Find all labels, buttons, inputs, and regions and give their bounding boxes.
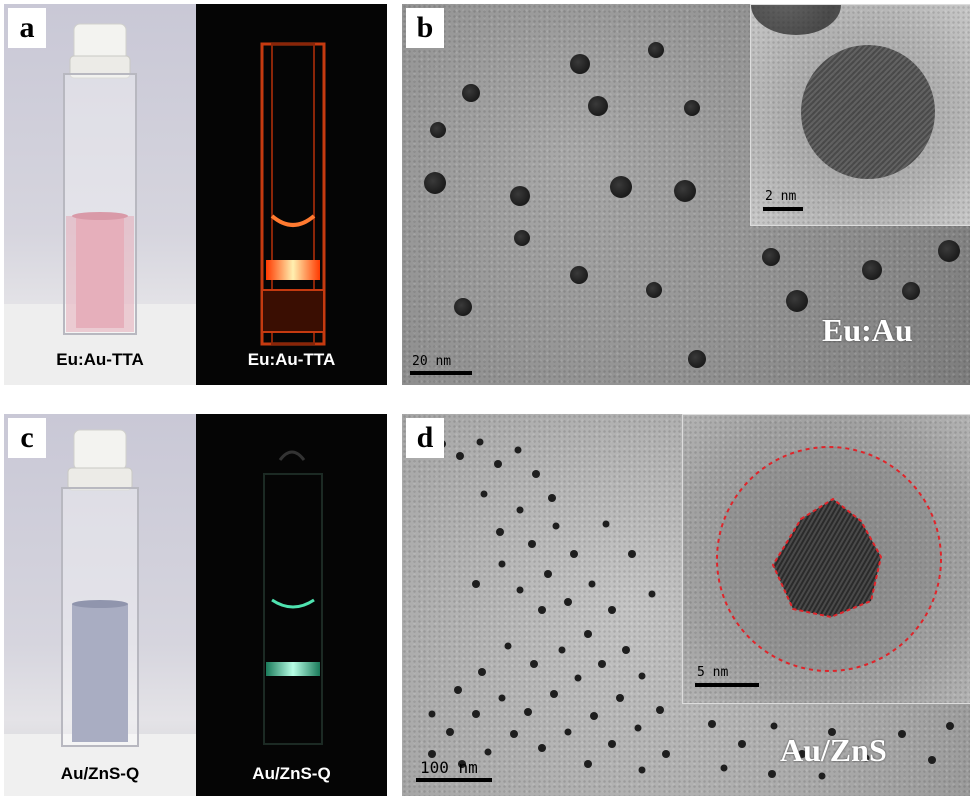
panel-b: 2 nm 20 nm Eu:Au b [402, 4, 970, 385]
caption-left-c: Au/ZnS-Q [60, 764, 140, 783]
panel-letter-c: c [8, 418, 46, 458]
nanoparticle [454, 298, 472, 316]
caption-left-a: Eu:Au-TTA [56, 350, 144, 369]
photo-daylight-a: Eu:Au-TTA [4, 4, 196, 385]
photo-uv-c: Au/ZnS-Q [196, 414, 387, 796]
nanoparticle [430, 122, 446, 138]
cuvette-daylight-c [4, 429, 196, 796]
photo-daylight-c: Au/ZnS-Q [4, 414, 196, 796]
nanoparticle [514, 230, 530, 246]
scale-label-d: 100 nm [420, 758, 478, 777]
nanoparticle [938, 240, 960, 262]
nanoparticle [424, 172, 446, 194]
caption-right-a: Eu:Au-TTA [247, 350, 336, 369]
panel-d: 5 nm 100 nm Au/ZnS d [402, 414, 970, 796]
nanoparticle [570, 54, 590, 74]
inset-scale-label-d: 5 nm [697, 665, 729, 680]
nanoparticle [862, 260, 882, 280]
nanoparticle [648, 42, 664, 58]
inset-scale-label-b: 2 nm [765, 189, 797, 204]
nanoparticle [610, 176, 632, 198]
scale-bar-d [416, 778, 492, 782]
nanoparticle [588, 96, 608, 116]
nanoparticle [762, 248, 780, 266]
caption-right-c: Au/ZnS-Q [252, 764, 331, 783]
panel-c: Au/ZnS-Q Au/ZnS-Q c [4, 414, 387, 796]
cuvette-glowing-a [260, 42, 326, 346]
nanoparticle [510, 186, 530, 206]
nanoparticle [570, 266, 588, 284]
nanoparticle-field-d [428, 438, 954, 780]
photo-uv-a: Eu:Au-TTA [196, 4, 387, 385]
nanoparticle [688, 350, 706, 368]
cuvette-daylight-a [4, 23, 196, 385]
hrtem-inset-b: 2 nm [750, 4, 970, 226]
nanoparticle [902, 282, 920, 300]
panel-letter-d: d [406, 418, 444, 458]
hrtem-inset-d: 5 nm [682, 414, 970, 704]
core-shell-outline-d [716, 446, 942, 672]
cuvette-glowing-c [263, 450, 323, 745]
nanoparticle [462, 84, 480, 102]
nanoparticle [786, 290, 808, 312]
scale-label-b: 20 nm [412, 354, 452, 369]
inset-scale-bar-b [763, 207, 803, 211]
nanoparticle-closeup [801, 45, 935, 179]
nanoparticle [674, 180, 696, 202]
sample-label-b: Eu:Au [822, 312, 913, 348]
panel-letter-a: a [8, 8, 46, 48]
nanoparticle [646, 282, 662, 298]
panel-letter-b: b [406, 8, 444, 48]
scale-bar-b [410, 371, 472, 375]
nanoparticle [684, 100, 700, 116]
sample-label-d: Au/ZnS [780, 732, 887, 768]
panel-a: Eu:Au-TTA Eu:Au-TTA a [4, 4, 387, 385]
inset-scale-bar-d [695, 683, 759, 687]
